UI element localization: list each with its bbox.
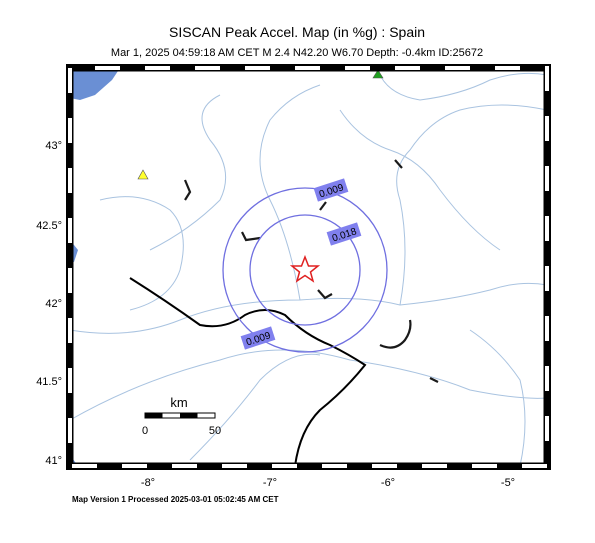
contour-line (249, 214, 361, 326)
contours: 0.009 0.018 0.009 (222, 178, 388, 353)
scale-seg (145, 413, 163, 418)
frame-outline (66, 64, 551, 470)
title: SISCAN Peak Accel. Map (in %g) : Spain (169, 24, 425, 40)
map: 0.009 0.018 0.009 km 0 50 (66, 64, 551, 470)
rivers (69, 72, 548, 467)
frame-ticks (68, 66, 549, 468)
lon-label: -5° (501, 477, 515, 489)
lat-label: 42.5° (36, 220, 62, 232)
epicenter (289, 254, 321, 283)
lakes (183, 159, 439, 383)
scale-seg (180, 413, 198, 418)
station (137, 169, 149, 180)
lat-label: 41° (45, 455, 62, 467)
border (129, 277, 367, 467)
lat-label: 43° (45, 140, 62, 152)
scale-bar: km 0 50 (142, 395, 221, 437)
lon-label: -7° (263, 477, 277, 489)
contour-label-box (313, 178, 349, 202)
contour-line (222, 187, 388, 353)
subtitle: Mar 1, 2025 04:59:18 AM CET M 2.4 N42.20… (111, 47, 483, 59)
footer: Map Version 1 Processed 2025-03-01 05:02… (72, 495, 279, 504)
scale-start: 0 (142, 425, 148, 437)
scale-end: 50 (209, 425, 221, 437)
axis-labels: 43° 42.5° 42° 41.5° 41° -8° -7° -6° -5° (36, 140, 515, 489)
contour-label-box (240, 326, 276, 350)
lat-label: 41.5° (36, 376, 62, 388)
sea (70, 68, 120, 100)
map-area (70, 68, 547, 466)
lon-label: -8° (141, 477, 155, 489)
lon-label: -6° (381, 477, 395, 489)
contour-label-box (326, 222, 362, 246)
scale-unit: km (170, 395, 187, 410)
station (372, 69, 384, 79)
lat-label: 42° (45, 298, 62, 310)
